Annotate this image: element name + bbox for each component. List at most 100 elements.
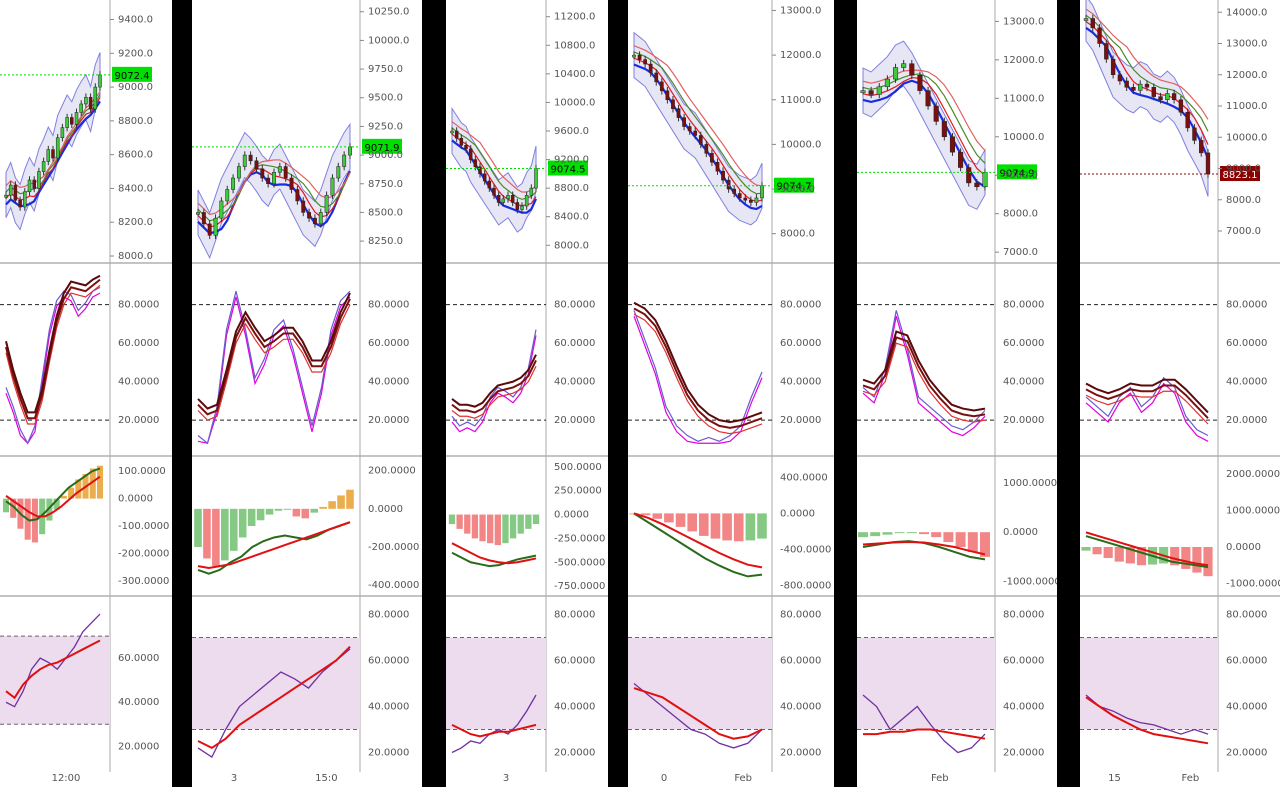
candle [760, 185, 764, 199]
stochastic-line [862, 330, 986, 412]
rsi-line [633, 687, 763, 740]
macd-histogram-bar [53, 498, 60, 510]
candle [524, 195, 529, 207]
candle [732, 188, 737, 194]
moving-average-line [197, 159, 351, 216]
candle [225, 189, 230, 202]
stoch-tick-label: 80.0000 [1003, 300, 1044, 311]
moving-average-line [451, 127, 537, 200]
stochastic-line [1085, 384, 1209, 419]
price-tick-label: 8000.0 [118, 251, 153, 262]
candle [1124, 80, 1129, 88]
stoch-tick-label: 40.0000 [1226, 377, 1267, 388]
macd-signal-line [1085, 531, 1209, 567]
stochastic-line [197, 298, 351, 416]
macd-tick-label: 2000.0000 [1226, 469, 1280, 480]
stoch-tick-label: 20.0000 [780, 415, 821, 426]
candle [693, 130, 698, 136]
macd-histogram-bar [652, 513, 663, 519]
candle [98, 74, 102, 88]
macd-histogram-bar [292, 508, 301, 517]
macd-histogram-bar [733, 513, 744, 542]
stoch-tick-label: 60.0000 [1003, 338, 1044, 349]
candle [506, 195, 510, 200]
date-label: Feb [734, 773, 752, 784]
last-price-tag [112, 66, 152, 82]
rsi-tick-label: 20.0000 [368, 748, 409, 759]
macd-histogram-bar [675, 513, 686, 527]
candle [632, 54, 636, 58]
price-tick-label: 9750.0 [368, 64, 403, 75]
stoch-tick-label: 20.0000 [368, 415, 409, 426]
candle [933, 105, 939, 122]
macd-tick-label: 100.0000 [118, 466, 166, 477]
candle [260, 168, 265, 179]
price-tick-label: 10400.0 [554, 69, 595, 80]
stochastic-line [1085, 378, 1209, 414]
macd-histogram-bar [1103, 547, 1113, 558]
stoch-tick-label: 40.0000 [118, 377, 159, 388]
candle [79, 103, 83, 113]
candle [492, 187, 496, 196]
last-price-label: 9074.5 [551, 165, 586, 176]
candle [726, 179, 731, 190]
candle [1090, 18, 1095, 29]
macd-tick-label: 0.0000 [780, 508, 815, 519]
candle [529, 187, 534, 196]
candle [974, 182, 980, 188]
candle [868, 90, 874, 95]
macd-histogram-bar [75, 479, 82, 499]
stochastic-line [1085, 382, 1209, 442]
candle [925, 90, 931, 107]
rsi-tick-label: 40.0000 [780, 702, 821, 713]
candle [307, 212, 312, 219]
price-tick-label: 11000.0 [1226, 101, 1267, 112]
stoch-tick-label: 60.0000 [1226, 338, 1267, 349]
macd-histogram-bar [967, 532, 978, 552]
macd-histogram-bar [1203, 547, 1213, 577]
candle [65, 117, 69, 128]
stoch-tick-label: 80.0000 [1226, 300, 1267, 311]
macd-histogram-bar [10, 498, 17, 518]
rsi-line [5, 613, 101, 708]
macd-histogram-bar [265, 508, 274, 515]
chart-panel-6: 8823.1 14000.0 13000.0 12000.0 11000.0 10000.… [1080, 0, 1280, 787]
rsi-tick-label: 40.0000 [1003, 702, 1044, 713]
rsi-tick-label: 60.0000 [554, 656, 595, 667]
price-tick-label: 11000.0 [1003, 93, 1044, 104]
stochastic-line [451, 335, 537, 433]
candle [1117, 74, 1123, 82]
macd-histogram-bar [906, 532, 917, 534]
macd-tick-label: -750.0000 [554, 581, 605, 592]
candle [201, 212, 206, 225]
candle [37, 171, 41, 189]
rsi-zone [1080, 637, 1218, 730]
candle [464, 145, 468, 150]
price-tick-label: 8000.0 [780, 229, 815, 240]
chart-svg: 9071.9 10250.0 10000.0 9750.0 9500.0 9250.0 90… [192, 0, 422, 784]
candle [46, 149, 51, 162]
candle [84, 96, 88, 105]
rsi-tick-label: 80.0000 [554, 610, 595, 621]
candle [698, 135, 703, 145]
macd-tick-label: 250.0000 [554, 486, 602, 497]
macd-histogram-bar [464, 514, 471, 534]
bollinger-band [862, 40, 986, 210]
macd-line [633, 512, 763, 578]
moving-average-line [862, 76, 986, 176]
candle [266, 177, 271, 185]
rsi-line [451, 694, 537, 754]
candle [1097, 27, 1102, 44]
macd-histogram-bar [894, 532, 905, 534]
stoch-tick-label: 40.0000 [554, 377, 595, 388]
stochastic-line [862, 336, 986, 418]
macd-histogram-bar [532, 514, 540, 525]
stoch-tick-label: 20.0000 [554, 415, 595, 426]
price-tick-label: 11000.0 [780, 95, 821, 106]
candle [704, 144, 709, 154]
stoch-tick-label: 40.0000 [368, 377, 409, 388]
stoch-tick-label: 20.0000 [118, 415, 159, 426]
candle [23, 191, 27, 208]
candle [277, 166, 282, 173]
price-tick-label: 8600.0 [118, 150, 153, 161]
